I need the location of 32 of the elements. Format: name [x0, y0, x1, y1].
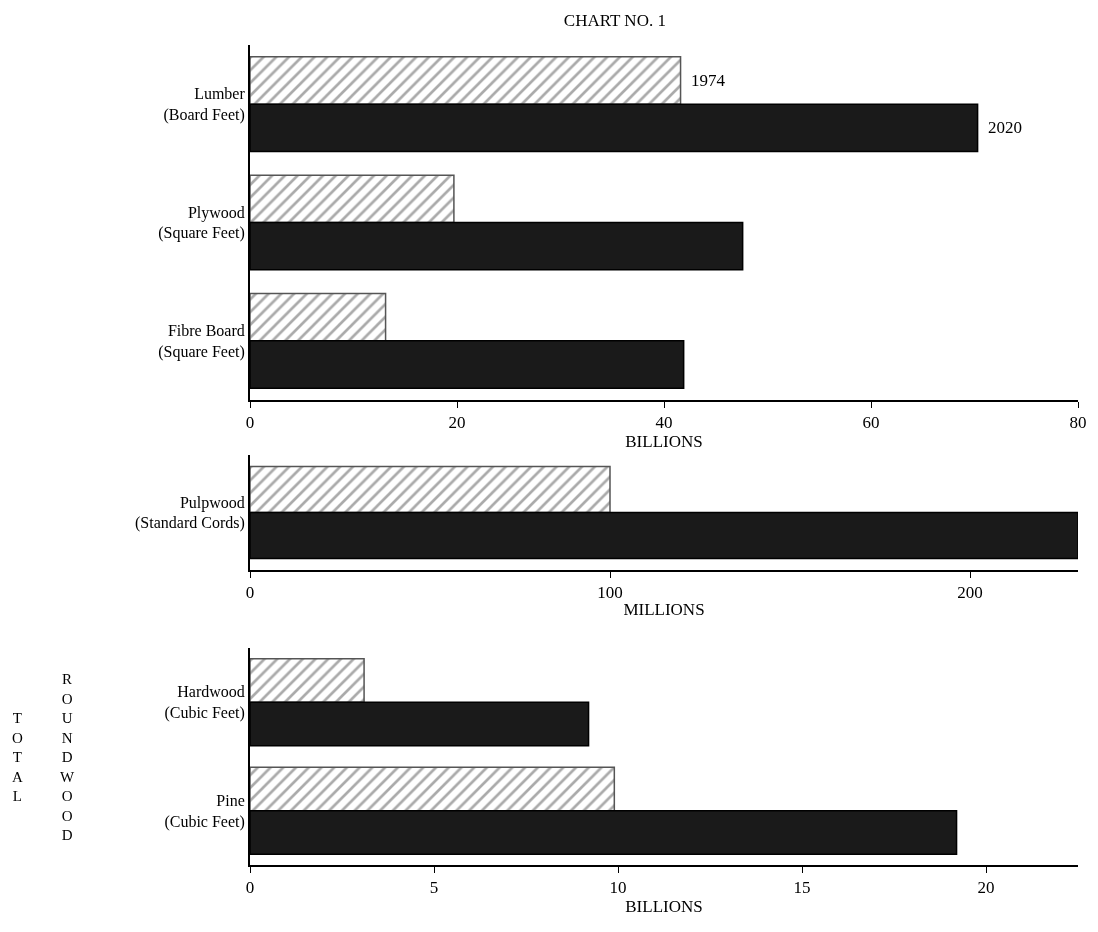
- x-tick-label: 5: [429, 878, 439, 898]
- x-tick-label: 80: [1069, 413, 1087, 433]
- x-tick-label: 15: [793, 878, 811, 898]
- x-tick-label: 200: [957, 583, 983, 603]
- bar: [250, 56, 682, 105]
- series-label: 1974: [691, 71, 726, 90]
- y-tick-label: Plywood (Square Feet): [158, 203, 245, 243]
- chart-title: CHART NO. 1: [563, 10, 666, 30]
- y-tick-label: Pine (Cubic Feet): [164, 791, 245, 831]
- text: ROUNDWOOD: [60, 671, 75, 843]
- y-tick-label: Hardwood (Cubic Feet): [164, 683, 245, 723]
- y-tick-label: Fibre Board (Square Feet): [158, 322, 245, 361]
- x-axis-title: MILLIONS: [623, 600, 705, 620]
- x-axis-title: BILLIONS: [625, 432, 703, 452]
- x-tick-label: 40: [655, 413, 673, 433]
- bar: [250, 292, 387, 342]
- bar: [250, 658, 365, 703]
- text: TOTAL: [12, 710, 23, 804]
- bar: [250, 766, 616, 812]
- x-tick-label: 0: [245, 413, 255, 433]
- x-tick-label: 60: [862, 413, 880, 433]
- series-label: 2020: [988, 118, 1022, 137]
- x-axis-title: BILLIONS: [625, 897, 703, 917]
- x-tick-label: 10: [609, 878, 627, 898]
- x-tick-label: 20: [448, 413, 466, 433]
- x-tick-label: 0: [245, 878, 255, 898]
- x-tick-label: 20: [977, 878, 995, 898]
- bar: [250, 174, 455, 224]
- y-tick-label: Lumber (Board Feet): [163, 85, 246, 125]
- x-tick-label: 0: [245, 583, 255, 603]
- y-tick-label: Pulpwood (Standard Cords): [135, 493, 245, 533]
- x-tick-label: 100: [597, 583, 623, 603]
